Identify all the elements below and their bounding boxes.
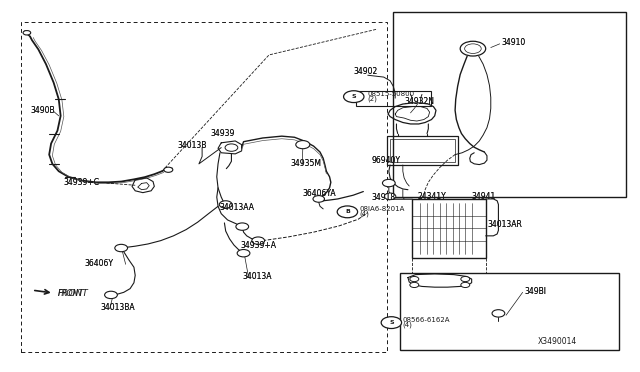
Circle shape [381,317,401,328]
Circle shape [385,193,396,200]
Text: 36406Y: 36406Y [84,259,113,268]
Circle shape [296,141,310,149]
Text: S: S [351,94,356,99]
Text: B: B [345,209,350,214]
Circle shape [237,250,250,257]
Text: 34918: 34918 [372,193,396,202]
Text: 36406Y: 36406Y [84,259,113,268]
Bar [20,22,387,352]
Text: 34932N: 34932N [404,97,435,106]
Circle shape [461,282,470,288]
Text: 36406YA: 36406YA [303,189,337,198]
Text: FRONT: FRONT [58,289,88,298]
Circle shape [252,237,264,244]
Text: S: S [389,320,394,325]
Text: 34013AA: 34013AA [220,203,254,212]
Text: 24341Y: 24341Y [417,192,446,201]
Text: 08515-50800: 08515-50800 [367,92,414,97]
Circle shape [410,276,419,282]
Bar [387,136,458,165]
Text: FRONT: FRONT [58,289,83,298]
Text: 34939+C: 34939+C [64,178,100,187]
Text: 34941: 34941 [472,192,496,201]
Text: 34013AR: 34013AR [487,220,522,229]
Text: X3490014: X3490014 [538,337,577,346]
Text: 34939: 34939 [211,129,235,138]
Bar [356,91,431,106]
Circle shape [465,44,481,54]
Bar [412,199,486,258]
Text: 34013BA: 34013BA [100,303,135,312]
Text: 34939+A: 34939+A [241,241,276,250]
Circle shape [344,91,364,103]
Bar [390,139,455,162]
Text: 3490B: 3490B [31,106,55,115]
Text: 34013BA: 34013BA [100,303,135,312]
Circle shape [410,282,419,288]
Text: 34939+A: 34939+A [241,241,276,250]
Text: 34910: 34910 [501,38,525,46]
Circle shape [115,244,127,252]
Text: 96940Y: 96940Y [372,155,401,165]
Bar [394,13,626,197]
Text: 349BI: 349BI [524,287,546,296]
Text: 96940Y: 96940Y [372,155,401,165]
Text: 34935M: 34935M [290,159,321,169]
Text: 36406YA: 36406YA [303,189,337,198]
Text: (4): (4) [403,321,413,328]
Text: 34939: 34939 [211,129,235,138]
Circle shape [383,179,395,187]
Text: 34013B: 34013B [178,141,207,150]
Circle shape [461,276,470,282]
Circle shape [313,196,324,202]
Text: 34013A: 34013A [243,272,272,281]
Text: 34935M: 34935M [290,159,321,169]
Text: 34918: 34918 [372,193,396,202]
Text: 34932N: 34932N [404,97,435,106]
Circle shape [492,310,505,317]
Text: 34902: 34902 [353,67,378,76]
Text: 24341Y: 24341Y [417,192,446,201]
Text: 08566-6162A: 08566-6162A [403,317,451,323]
Circle shape [236,223,248,230]
Circle shape [23,31,31,35]
Circle shape [104,291,117,299]
Circle shape [164,167,173,172]
Text: (2): (2) [367,96,377,102]
Text: 3490B: 3490B [31,106,55,115]
Text: 34939+C: 34939+C [64,178,100,187]
Circle shape [225,144,238,151]
Text: 08IA6-8201A: 08IA6-8201A [360,206,405,212]
Text: 34013B: 34013B [178,141,207,150]
Circle shape [337,206,358,218]
Text: 34941: 34941 [472,192,496,201]
Text: 34910: 34910 [501,38,525,46]
Text: 349BI: 349BI [524,287,546,296]
Circle shape [220,201,232,208]
Text: 34013A: 34013A [243,272,272,281]
Text: 34013AA: 34013AA [220,203,254,212]
Bar [399,273,620,350]
Text: 34013AR: 34013AR [487,220,522,229]
Circle shape [460,41,486,56]
Text: 34902: 34902 [353,67,378,76]
Text: (4): (4) [360,211,369,217]
